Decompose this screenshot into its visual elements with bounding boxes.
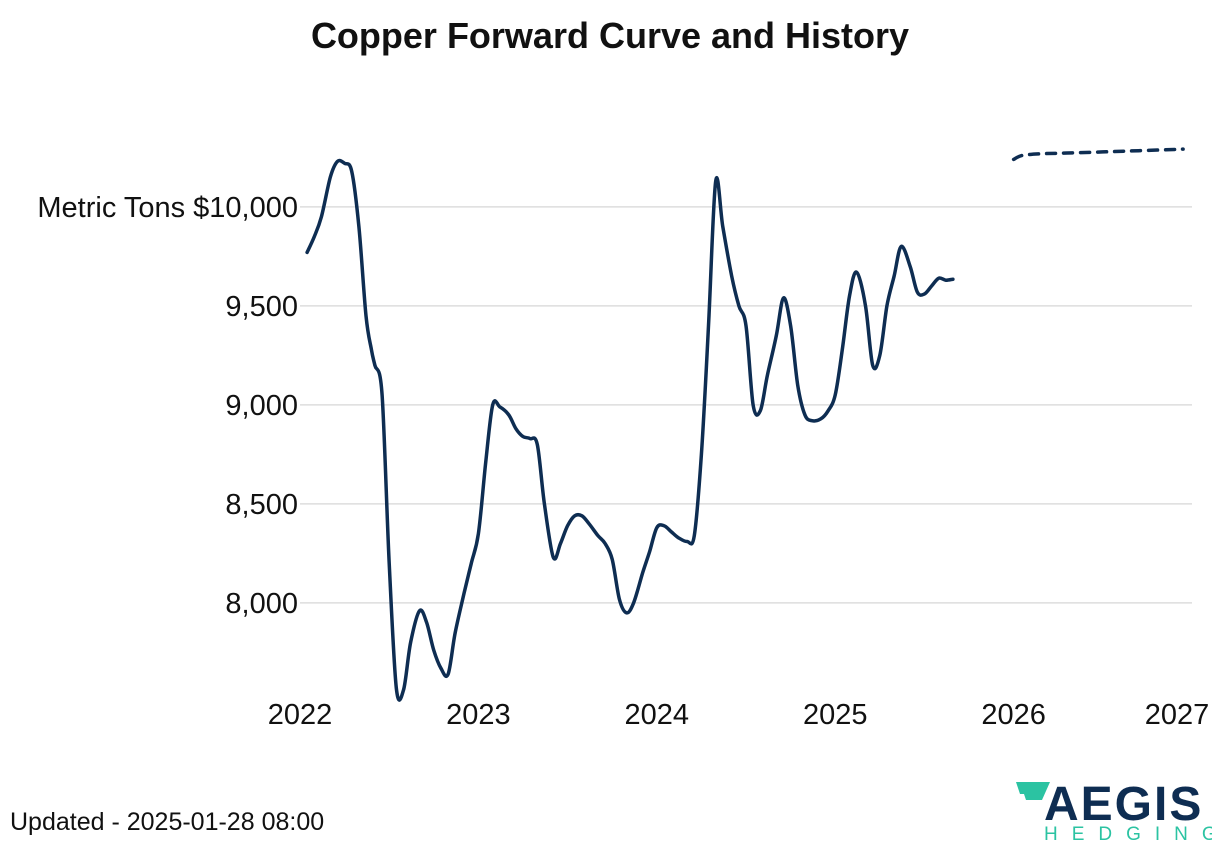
y-tick-label: Metric Tons $10,000 xyxy=(37,192,298,224)
x-tick-label: 2024 xyxy=(625,699,690,731)
y-tick-label: 9,000 xyxy=(225,390,298,422)
logo-name: AEGIS xyxy=(1044,778,1203,831)
updated-timestamp: Updated - 2025-01-28 08:00 xyxy=(10,808,325,836)
aegis-hedging-logo: AEGIS HEDGING xyxy=(1016,778,1212,842)
y-tick-label: 8,500 xyxy=(225,489,298,521)
x-tick-labels: 2022 2023 2024 2025 2026 2027 xyxy=(268,699,1210,731)
y-tick-labels: Metric Tons $10,000 9,500 9,000 8,500 8,000 xyxy=(37,192,298,620)
history-line xyxy=(305,158,955,702)
x-tick-label: 2027 xyxy=(1145,699,1210,731)
forward-curve-line xyxy=(1011,147,1185,162)
x-tick-label: 2022 xyxy=(268,699,333,731)
logo-sub: HEDGING xyxy=(1044,824,1212,842)
y-tick-label: 9,500 xyxy=(225,291,298,323)
logo-mark-icon xyxy=(1016,782,1050,800)
chart-title: Copper Forward Curve and History xyxy=(311,15,909,56)
x-tick-label: 2025 xyxy=(803,699,868,731)
x-tick-label: 2026 xyxy=(981,699,1046,731)
x-tick-label: 2023 xyxy=(446,699,511,731)
grid-lines xyxy=(300,206,1192,604)
series-lines xyxy=(305,147,1185,702)
y-tick-label: 8,000 xyxy=(225,588,298,620)
